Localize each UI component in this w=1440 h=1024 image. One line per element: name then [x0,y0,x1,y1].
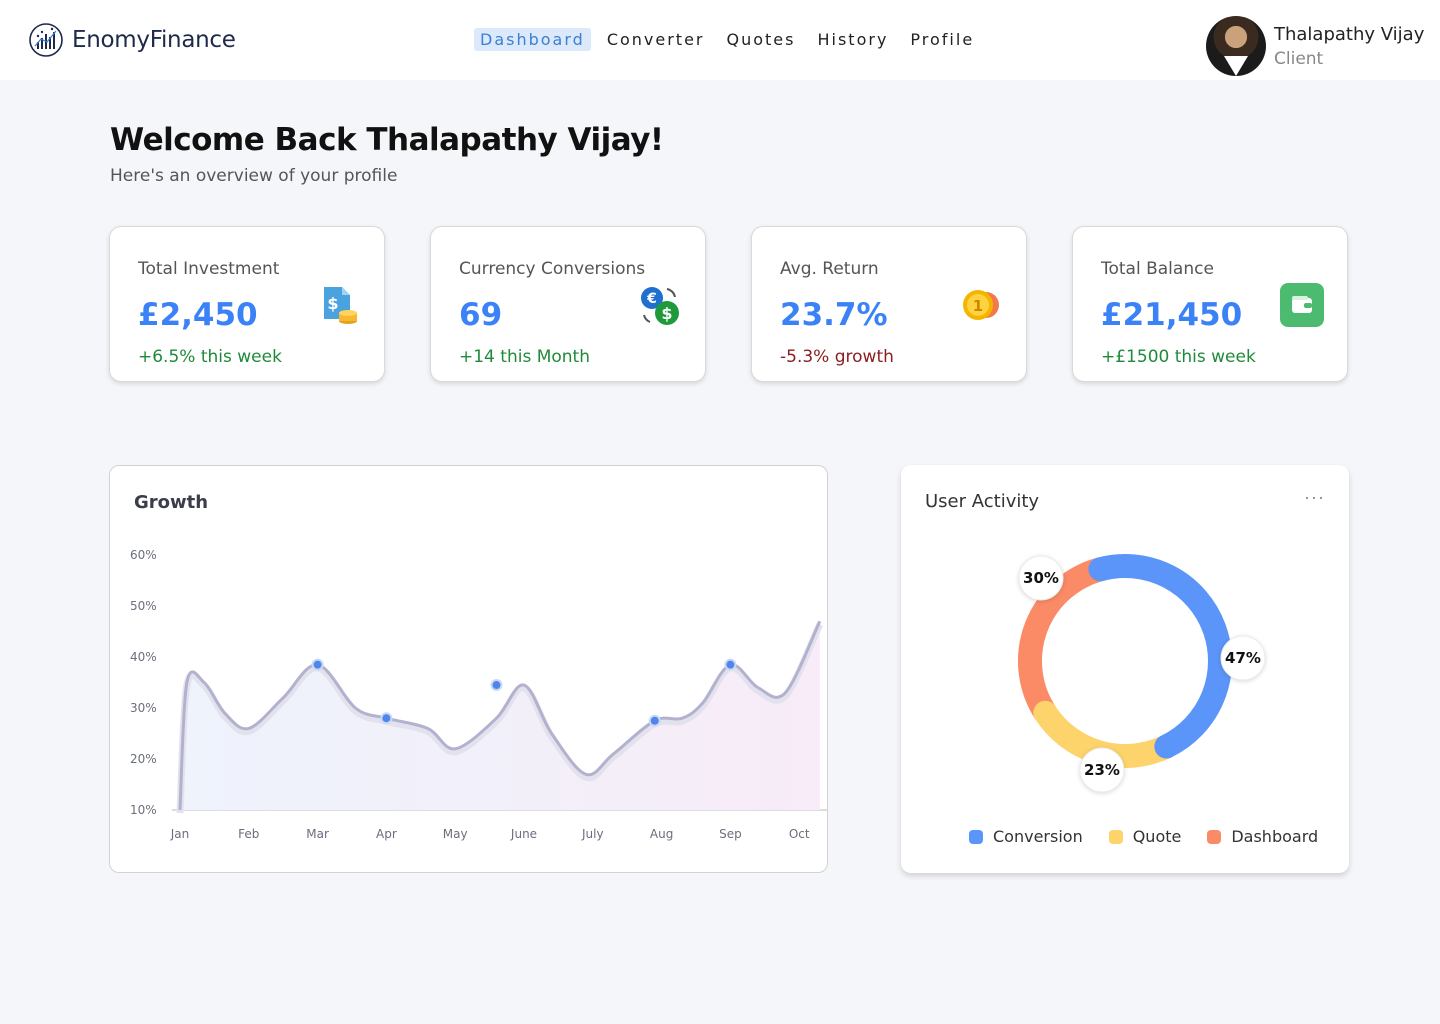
nav-history[interactable]: History [817,30,889,49]
donut-slice-dashboard[interactable] [1018,557,1104,720]
nav-converter[interactable]: Converter [606,30,705,49]
y-tick-label: 10% [130,803,157,817]
stat-card-avg-return: Avg. Return 23.7% -5.3% growth 1 [751,226,1027,382]
avatar[interactable] [1206,16,1266,76]
x-tick-label: Feb [238,827,259,841]
growth-chart-panel: Growth 10% 20% 30% 40% 50% 60% Jan Feb Mar Apr May… [109,465,828,873]
stat-label: Total Investment [138,259,280,279]
y-tick-label: 60% [130,548,157,562]
growth-line-shadow [176,622,824,814]
svg-text:1: 1 [973,297,983,315]
stat-value: £21,450 [1101,297,1243,333]
app-name: EnomyFinance [72,27,236,53]
x-tick-label: Aug [650,827,673,841]
growth-data-point[interactable] [724,658,737,671]
donut-label: 23% [1084,761,1120,779]
logo[interactable]: EnomyFinance [28,22,236,58]
legend-item-quote: Quote [1108,827,1182,846]
legend-label: Conversion [993,827,1083,846]
growth-data-point[interactable] [490,679,503,692]
y-tick-label: 30% [130,701,157,715]
stat-label: Avg. Return [780,259,879,279]
donut-label-bubble [1018,555,1064,601]
growth-data-point[interactable] [648,714,661,727]
stat-value: 23.7% [780,297,888,333]
x-tick-label: Jan [170,827,190,841]
nav-quotes[interactable]: Quotes [726,30,796,49]
legend-swatch [1207,829,1222,844]
user-activity-legend: Conversion Quote Dashboard [969,827,1318,846]
user-activity-panel: User Activity ··· 47% 23% 30% Conversion Q… [901,465,1349,873]
legend-label: Dashboard [1231,827,1319,846]
growth-chart-title: Growth [134,492,209,513]
currency-exchange-icon: € $ [641,287,679,325]
stat-label: Currency Conversions [459,259,646,279]
top-bar: EnomyFinance Dashboard Converter Quotes … [0,0,1440,80]
growth-line [178,620,822,811]
donut-slice-conversion[interactable] [1088,554,1232,759]
x-tick-label: Sep [719,827,742,841]
user-role: Client [1274,48,1324,69]
x-tick-label: June [510,827,537,841]
nav-profile[interactable]: Profile [910,30,975,49]
growth-data-point[interactable] [380,712,393,725]
y-tick-label: 40% [130,650,157,664]
stat-change: +14 this Month [459,347,590,367]
stat-label: Total Balance [1101,259,1214,279]
wallet-icon [1280,283,1324,327]
legend-label: Quote [1132,827,1182,846]
stat-card-currency-conversions: Currency Conversions 69 +14 this Month €… [430,226,706,382]
stat-change: +£1500 this week [1101,347,1256,367]
legend-item-conversion: Conversion [969,827,1083,846]
x-tick-label: Apr [376,827,397,841]
growth-data-point[interactable] [311,658,324,671]
donut-label-bubble [1220,635,1266,681]
y-tick-label: 50% [130,599,157,613]
svg-text:€: € [646,291,657,307]
logo-icon [29,23,63,57]
donut-label: 30% [1023,569,1059,587]
invoice-coins-icon: $ [324,287,357,324]
x-tick-label: July [581,827,604,841]
legend-item-dashboard: Dashboard [1207,827,1318,846]
user-profile[interactable]: Thalapathy Vijay Client [1206,16,1424,76]
page-subtitle: Here's an overview of your profile [110,166,398,186]
stat-card-total-balance: Total Balance £21,450 +£1500 this week [1072,226,1348,382]
stat-value: 69 [459,297,503,333]
user-activity-title: User Activity [925,491,1040,512]
svg-text:$: $ [661,304,672,323]
y-tick-label: 20% [130,752,157,766]
stat-value: £2,450 [138,297,258,333]
user-activity-chart: 47% 23% 30% [1018,554,1266,793]
nav-dashboard[interactable]: Dashboard [474,28,591,51]
stat-card-total-investment: Total Investment £2,450 +6.5% this week … [109,226,385,382]
stat-change: -5.3% growth [780,347,894,367]
x-tick-label: Oct [789,827,810,841]
user-name: Thalapathy Vijay [1274,23,1425,45]
donut-label-bubble [1079,747,1125,793]
page-title: Welcome Back Thalapathy Vijay! [110,122,664,158]
more-options-button[interactable]: ··· [1304,487,1325,507]
x-tick-label: May [443,827,468,841]
gold-coins-icon: 1 [963,290,999,320]
svg-text:$: $ [327,294,338,313]
main-nav: Dashboard Converter Quotes History Profi… [474,28,980,51]
x-tick-label: Mar [306,827,329,841]
donut-label: 47% [1225,649,1261,667]
legend-swatch [969,829,983,844]
growth-chart: 10% 20% 30% 40% 50% 60% Jan Feb Mar Apr May June Jul… [130,548,827,841]
legend-swatch [1108,829,1123,844]
stat-change: +6.5% this week [138,347,282,367]
